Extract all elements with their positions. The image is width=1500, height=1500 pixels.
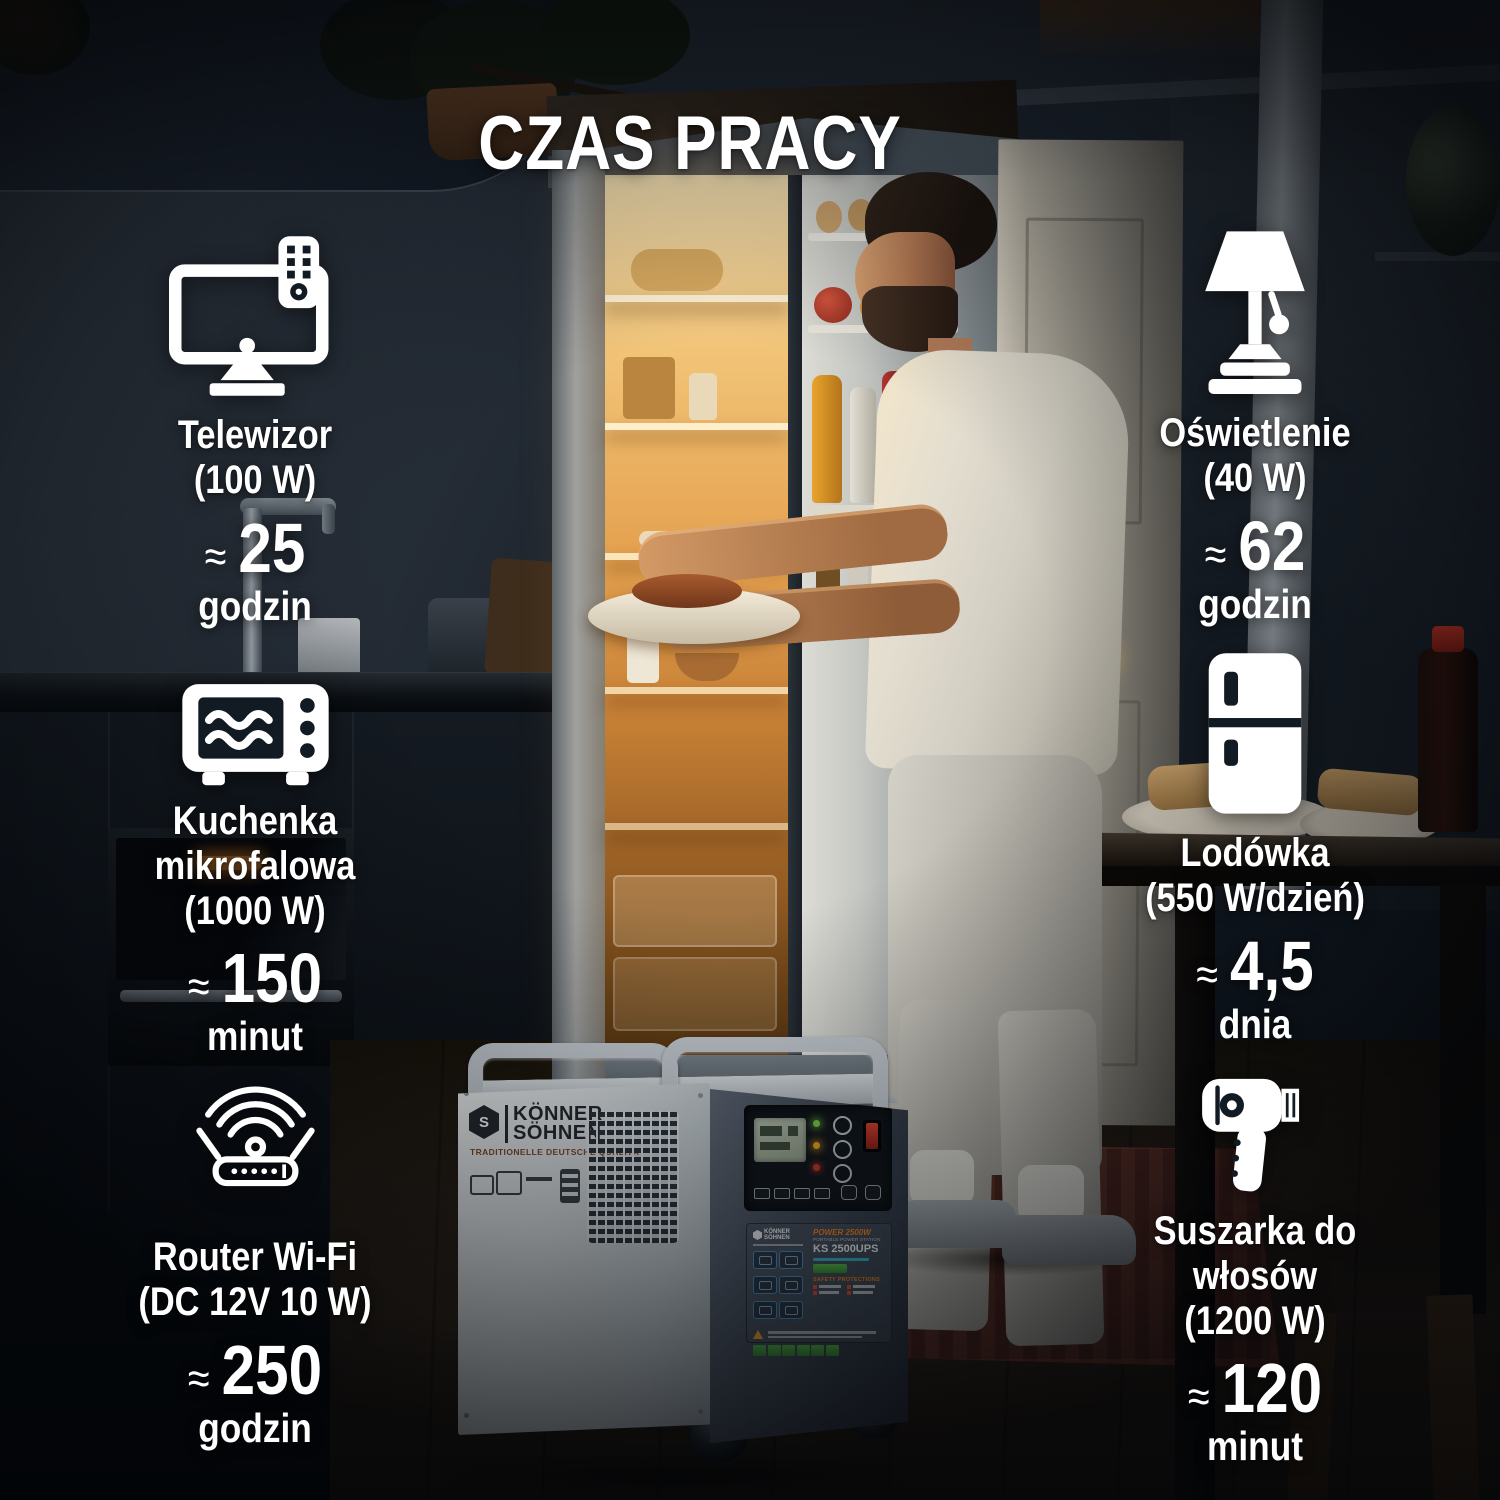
label-spec-bar [813,1257,869,1261]
approx-sign: ≈ [1187,1370,1210,1423]
battery-cell [796,1345,810,1356]
hair-dryer-icon [1202,1078,1300,1192]
stat-unit: godzin [1198,580,1312,627]
label-model: KS 2500UPS [813,1243,879,1256]
panel-screw [698,1409,703,1414]
battery-cell [782,1345,795,1356]
man-sock [910,1150,974,1206]
stat-hairdryer: Suszarka do włosów (1200 W) ≈120 minut [1075,1070,1435,1471]
stat-unit: minut [1207,1423,1303,1470]
stat-label: Kuchenka mikrofalowa [154,799,356,888]
stat-power: (550 W/dzień) [1145,875,1365,920]
round-button [833,1140,852,1159]
label-brand-hexagon-icon [753,1230,762,1240]
stat-label: Router Wi-Fi [152,1235,358,1279]
feature-pictograms [470,1169,580,1207]
table-leg [1440,884,1486,1314]
stat-value: 62 [1238,506,1306,585]
power-switch [863,1120,881,1152]
food-on-plate [632,574,742,608]
feature-tile [779,1301,803,1319]
battery-charge-row [753,1343,885,1361]
stat-power: (100 W) [193,457,317,502]
battery-cell [811,1345,824,1356]
feature-tile [753,1251,777,1269]
stat-unit: godzin [198,582,312,629]
round-button [833,1164,852,1183]
stat-unit: dnia [1218,1000,1292,1047]
approx-sign: ≈ [187,960,210,1013]
round-button [833,1116,852,1135]
power-station-side-panel: KÖNNER SÖHNEN POWER 2500W [710,1089,908,1443]
status-led-green [813,1120,820,1127]
feature-tile [779,1251,803,1269]
microwave-icon [181,684,329,786]
battery-cell [825,1345,839,1356]
stat-fridge: Lodówka (550 W/dzień) ≈4,5 dnia [1075,650,1435,1048]
power-station-shadow [440,1453,920,1499]
panel-screw [698,1093,703,1098]
label-safety-heading: SAFETY PROTECTIONS [813,1276,880,1283]
stat-power: (1000 W) [184,888,326,933]
battery-pictogram [560,1169,580,1203]
stat-value: 150 [221,939,323,1018]
approx-sign: ≈ [1204,527,1227,580]
table-lamp-icon [1205,231,1305,394]
feature-tile [753,1301,777,1319]
panel-screw [464,1413,469,1418]
power-station: S KÖNNER SÖHNEN TRADITIONELLE DEUTSCHE QU… [440,1035,920,1499]
status-led-amber [813,1142,820,1149]
approx-sign: ≈ [1196,947,1218,1000]
stat-lighting: Oświetlenie (40 W) ≈62 godzin [1075,228,1435,628]
label-brand-line2: SÖHNEN [764,1235,790,1241]
stat-value: 25 [238,508,306,587]
brand-logo: S KÖNNER SÖHNEN [469,1104,603,1143]
status-led-red [813,1164,820,1171]
top-right-warm-corner [1040,0,1260,58]
power-station-front-panel: S KÖNNER SÖHNEN TRADITIONELLE DEUTSCHE QU… [458,1083,710,1435]
stat-value: 120 [1221,1349,1323,1428]
stat-power: (DC 12V 10 W) [138,1279,372,1324]
control-panel [744,1105,892,1211]
stat-tv: Telewizor (100 W) ≈25 godzin [75,236,435,630]
stat-router: Router Wi-Fi (DC 12V 10 W) ≈250 godzin [75,1072,435,1452]
ac-outlet [841,1185,857,1200]
tv-icon [169,236,329,396]
stat-power: (40 W) [1203,455,1307,500]
battery-cell [767,1345,781,1356]
stat-power: (1200 W) [1184,1298,1326,1343]
stat-microwave: Kuchenka mikrofalowa (1000 W) ≈150 minut [75,676,435,1061]
stat-unit: minut [207,1013,303,1060]
feature-tile [753,1276,777,1294]
feature-tile [779,1276,803,1294]
cola-cap [1432,626,1464,652]
stat-label: Suszarka do włosów [1153,1209,1357,1298]
stat-value: 250 [221,1330,323,1409]
output-port [754,1188,770,1199]
ventilation-grille [587,1111,679,1243]
refrigerator-icon [1208,653,1302,814]
stat-unit: godzin [198,1404,312,1451]
spec-label: KÖNNER SÖHNEN POWER 2500W [746,1223,892,1356]
brand-hexagon-icon: S [469,1105,499,1139]
approx-sign: ≈ [204,529,227,582]
stat-label: Oświetlenie [1159,411,1351,455]
approx-sign: ≈ [187,1351,210,1404]
page-title: CZAS PRACY [478,101,902,186]
ac-outlet [865,1185,881,1200]
label-power-rating: POWER 2500W [813,1228,871,1237]
stat-value: 4,5 [1230,926,1314,1005]
wifi-router-icon [195,1086,315,1187]
lcd-display [754,1118,806,1162]
output-port [794,1188,810,1199]
warning-triangle-icon [753,1330,763,1339]
battery-cell [753,1345,766,1356]
output-port [814,1188,830,1199]
output-port [774,1188,790,1199]
stat-label: Lodówka [1180,831,1330,875]
label-cert-badge [813,1263,847,1273]
stat-label: Telewizor [177,413,333,457]
